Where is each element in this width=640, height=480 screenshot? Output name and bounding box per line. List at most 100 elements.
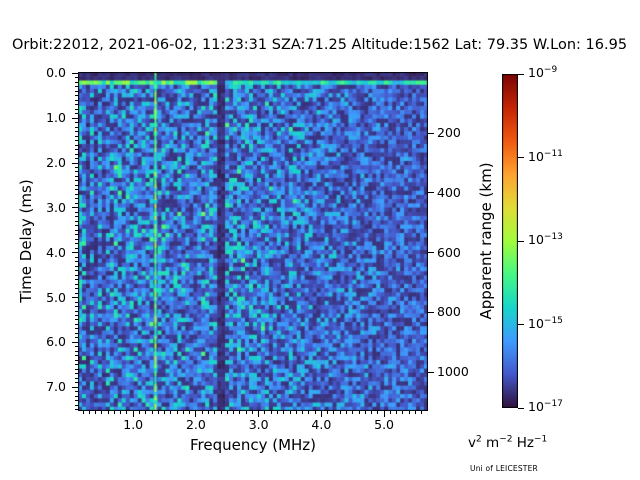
y-right-major-tick	[428, 132, 434, 134]
x-minor-tick	[151, 411, 153, 414]
colorbar-tick	[518, 73, 524, 75]
x-minor-tick	[345, 411, 347, 414]
y-minor-tick	[75, 234, 78, 236]
x-minor-tick	[289, 411, 291, 414]
y-minor-tick	[75, 279, 78, 281]
colorbar-tick	[518, 240, 524, 242]
x-minor-tick	[276, 411, 278, 414]
y-minor-tick	[75, 359, 78, 361]
y-minor-tick	[75, 400, 78, 402]
x-minor-tick	[189, 411, 191, 414]
y-minor-tick	[75, 153, 78, 155]
colorbar-unit-label: v2 m−2 Hz−1	[468, 434, 548, 451]
x-minor-tick	[82, 411, 84, 414]
x-minor-tick	[402, 411, 404, 414]
y-tick-label: 5.0	[46, 289, 66, 305]
x-minor-tick	[264, 411, 266, 414]
y-minor-tick	[75, 193, 78, 195]
y-major-tick	[72, 72, 78, 74]
y-minor-tick	[75, 135, 78, 137]
y-minor-tick	[75, 180, 78, 182]
y-minor-tick	[75, 292, 78, 294]
y-minor-tick	[75, 158, 78, 160]
x-minor-tick	[170, 411, 172, 414]
x-minor-tick	[408, 411, 410, 414]
x-minor-tick	[95, 411, 97, 414]
colorbar-tick-label: 10−15	[528, 315, 563, 331]
plot-title: Orbit:22012, 2021-06-02, 11:23:31 SZA:71…	[12, 37, 628, 53]
x-minor-tick	[157, 411, 159, 414]
y-major-tick	[72, 162, 78, 164]
y-minor-tick	[75, 301, 78, 303]
y-minor-tick	[75, 202, 78, 204]
x-minor-tick	[207, 411, 209, 414]
y-right-tick-label: 1000	[437, 364, 469, 380]
y-minor-tick	[75, 126, 78, 128]
y-minor-tick	[75, 283, 78, 285]
y-major-tick	[72, 117, 78, 119]
y-minor-tick	[75, 391, 78, 393]
x-minor-tick	[270, 411, 272, 414]
credit-label: Uni of LEICESTER	[470, 464, 538, 473]
y-minor-tick	[75, 211, 78, 213]
y-right-major-tick	[428, 311, 434, 313]
x-minor-tick	[327, 411, 329, 414]
colorbar-tick	[518, 407, 524, 409]
y-minor-tick	[75, 216, 78, 218]
x-minor-tick	[126, 411, 128, 414]
y-right-major-tick	[428, 371, 434, 373]
x-minor-tick	[352, 411, 354, 414]
colorbar-tick-label: 10−11	[528, 148, 563, 164]
x-minor-tick	[107, 411, 109, 414]
x-minor-tick	[233, 411, 235, 414]
y-minor-tick	[75, 274, 78, 276]
y-minor-tick	[75, 144, 78, 146]
y-minor-tick	[75, 314, 78, 316]
y-minor-tick	[75, 373, 78, 375]
x-minor-tick	[239, 411, 241, 414]
y-minor-tick	[75, 81, 78, 83]
y-axis-right-label: Apparent range (km)	[477, 162, 495, 320]
y-minor-tick	[75, 355, 78, 357]
y-right-major-tick	[428, 192, 434, 194]
y-tick-label: 1.0	[46, 110, 66, 126]
y-major-tick	[72, 252, 78, 254]
x-minor-tick	[101, 411, 103, 414]
x-minor-tick	[145, 411, 147, 414]
y-minor-tick	[75, 261, 78, 263]
x-minor-tick	[314, 411, 316, 414]
x-minor-tick	[308, 411, 310, 414]
y-minor-tick	[75, 104, 78, 106]
x-minor-tick	[421, 411, 423, 414]
x-minor-tick	[389, 411, 391, 414]
x-minor-tick	[295, 411, 297, 414]
x-tick-label: 1.0	[123, 417, 144, 432]
y-minor-tick	[75, 167, 78, 168]
y-right-tick-label: 800	[437, 304, 461, 320]
x-minor-tick	[113, 411, 115, 414]
y-minor-tick	[75, 337, 78, 339]
x-minor-tick	[182, 411, 184, 414]
y-minor-tick	[75, 319, 78, 321]
y-minor-tick	[75, 328, 78, 330]
y-minor-tick	[75, 108, 78, 110]
y-tick-label: 4.0	[46, 244, 66, 260]
x-minor-tick	[371, 411, 373, 414]
y-tick-label: 7.0	[46, 379, 66, 395]
y-minor-tick	[75, 265, 78, 267]
y-minor-tick	[75, 323, 78, 325]
y-minor-tick	[75, 229, 78, 231]
colorbar-tick-label: 10−13	[528, 231, 563, 247]
x-major-tick	[320, 411, 322, 417]
x-major-tick	[258, 411, 260, 417]
ionogram-heatmap	[78, 72, 428, 411]
y-minor-tick	[75, 346, 78, 348]
y-minor-tick	[75, 140, 78, 142]
x-axis-label: Frequency (MHz)	[189, 436, 317, 454]
x-minor-tick	[364, 411, 366, 414]
y-minor-tick	[75, 247, 78, 249]
y-minor-tick	[75, 175, 78, 177]
y-minor-tick	[75, 377, 78, 379]
y-minor-tick	[75, 310, 78, 312]
